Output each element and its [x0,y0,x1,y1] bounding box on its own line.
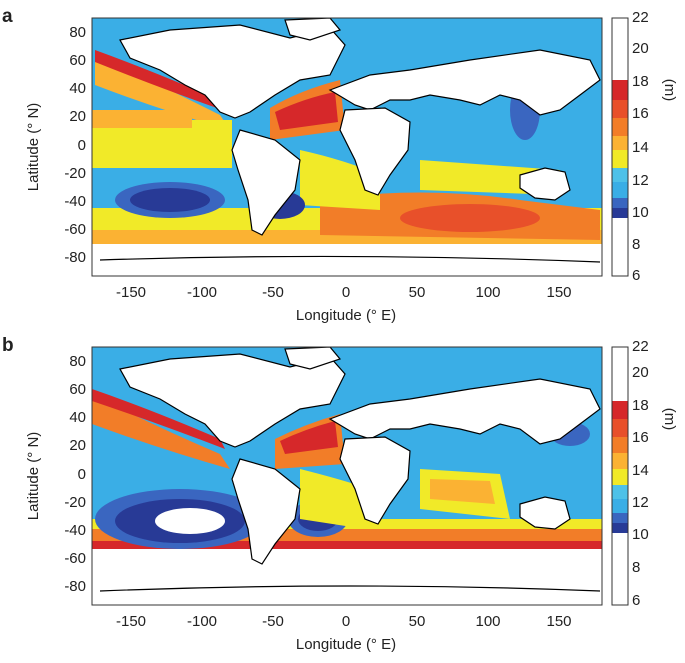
x-tick-label: -50 [262,284,284,301]
y-tick-label: 40 [69,409,86,426]
colorbar-tick: 22 [632,9,649,26]
colorbar: 22 20 18 16 14 12 10 8 6 (m) [611,9,678,284]
x-tick-label: 150 [546,284,571,301]
x-axis-label: Longitude (° E) [296,307,396,324]
map-figure: 80 60 40 20 0 -20 -40 -60 -80 Latitude (… [25,338,678,653]
y-tick-label: -60 [64,221,86,238]
colorbar-tick: 6 [632,592,640,609]
colorbar-tick: 12 [632,494,649,511]
colorbar-tick: 8 [632,559,640,576]
x-axis: -150 -100 -50 0 50 100 150 Longitude (° … [116,284,572,324]
x-tick-label: 100 [475,613,500,630]
y-tick-label: -20 [64,165,86,182]
x-tick-label: 50 [409,284,426,301]
colorbar-tick: 10 [632,526,649,543]
colorbar-tick: 14 [632,139,649,156]
y-tick-label: -40 [64,193,86,210]
y-tick-label: 20 [69,437,86,454]
x-tick-label: -150 [116,284,146,301]
x-tick-label: 50 [409,613,426,630]
colorbar-tick: 12 [632,172,649,189]
y-tick-label: 80 [69,353,86,370]
panel-letter: b [2,335,14,356]
y-tick-label: 0 [78,466,86,483]
y-tick-label: -60 [64,550,86,567]
y-tick-label: -80 [64,249,86,266]
colorbar-tick: 10 [632,204,649,221]
y-tick-label: -80 [64,578,86,595]
land-masses [92,18,602,276]
y-axis: 80 60 40 20 0 -20 -40 -60 -80 Latitude (… [25,24,86,266]
map-frame [91,17,603,277]
ocean-field [92,347,602,605]
y-tick-label: 60 [69,52,86,69]
panel-a: a [0,0,685,329]
x-tick-label: -150 [116,613,146,630]
colorbar-tick: 20 [632,40,649,57]
colorbar: 22 20 18 16 14 12 10 8 6 (m) [611,338,678,609]
colorbar-tick: 22 [632,338,649,355]
x-tick-label: 0 [342,613,350,630]
x-tick-label: -100 [187,284,217,301]
x-axis: -150 -100 -50 0 50 100 150 Longitude (° … [116,613,572,653]
colorbar-unit: (m) [661,79,678,102]
colorbar-tick: 16 [632,429,649,446]
panel-b: b [0,329,685,658]
colorbar-tick: 16 [632,105,649,122]
colorbar-tick: 18 [632,397,649,414]
colorbar-tick: 8 [632,236,640,253]
y-axis-label: Latitude (° N) [25,103,42,192]
y-tick-label: 40 [69,80,86,97]
y-tick-label: 60 [69,381,86,398]
y-tick-label: -20 [64,494,86,511]
x-tick-label: 0 [342,284,350,301]
x-axis-label: Longitude (° E) [296,636,396,653]
colorbar-tick: 18 [632,73,649,90]
land-masses [99,347,601,592]
y-tick-label: 20 [69,108,86,125]
panel-letter: a [2,6,13,27]
x-tick-label: 100 [475,284,500,301]
y-axis: 80 60 40 20 0 -20 -40 -60 -80 Latitude (… [25,353,86,595]
colorbar-tick: 6 [632,267,640,284]
colorbar-unit: (m) [661,408,678,431]
ocean-field [92,18,602,276]
map-frame [91,346,603,606]
x-tick-label: -50 [262,613,284,630]
colorbar-tick: 20 [632,364,649,381]
y-axis-label: Latitude (° N) [25,432,42,521]
colorbar-tick: 14 [632,462,649,479]
x-tick-label: 150 [546,613,571,630]
y-tick-label: -40 [64,522,86,539]
x-tick-label: -100 [187,613,217,630]
y-tick-label: 80 [69,24,86,41]
map-figure: 80 60 40 20 0 -20 -40 -60 -80 Latitude (… [25,9,678,324]
y-tick-label: 0 [78,137,86,154]
